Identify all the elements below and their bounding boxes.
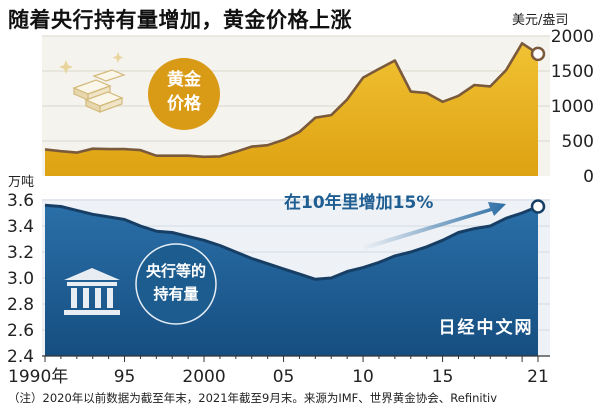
x-tick-label: 1990年 [8,367,68,387]
holdings-badge-line-1: 央行等的 [146,262,206,280]
gold-y-tick-label: 500 [562,132,594,152]
watermark-text: 日经中文网 [439,317,534,338]
x-tick-label: 21 [527,367,549,387]
holdings-y-tick-label: 2.8 [7,295,34,315]
holdings-y-tick-label: 2.6 [7,321,34,341]
holdings-badge [135,243,217,325]
gold-price-area [45,43,538,176]
gold-y-axis: 0 500 1000 1500 2000 [551,27,594,187]
holdings-points [530,199,546,214]
holdings-latest-point [530,199,546,214]
x-axis: 1990年 95 2000 05 10 15 21 [8,355,550,387]
x-tick-label: 10 [352,367,374,387]
bank-building-icon [64,268,120,315]
growth-annotation: 在10年里增加15% [284,192,433,213]
chart-footnote: （注）2020年以前数据为截至年末，2021年截至9月末。来源为IMF、世界黄金… [8,391,498,405]
chart-title: 随着央行持有量增加，黄金价格上涨 [8,8,352,32]
holdings-y-axis: 2.4 2.6 2.8 3.0 3.2 3.4 3.6 [7,191,34,367]
gold-latest-point [530,46,546,62]
x-tick-label: 05 [273,367,295,387]
x-tick-label: 15 [432,367,454,387]
gold-bars-icon [59,52,126,113]
gold-y-tick-label: 1000 [551,97,594,117]
holdings-y-tick-label: 2.4 [7,347,34,367]
gold-y-tick-label: 1500 [551,62,594,82]
gold-price-points [530,46,546,62]
holdings-badge-line-2: 持有量 [153,285,198,303]
holdings-line [44,203,539,281]
holdings-y-tick-label: 3.0 [7,269,34,289]
x-tick-label: 2000 [182,367,225,387]
holdings-unit-label: 万吨 [8,175,35,190]
gold-badge-line-1: 黄金 [167,69,202,90]
x-tick-label: 95 [114,367,136,387]
gold-y-tick-label: 2000 [551,27,594,47]
growth-arrow [362,202,506,250]
gold-price-badge [148,58,220,130]
gold-price-line [44,42,539,159]
gold-unit-label: 美元/盎司 [512,13,569,28]
gold-badge-line-2: 价格 [167,93,202,114]
holdings-y-tick-label: 3.2 [7,243,34,263]
holdings-y-tick-label: 3.6 [7,191,34,211]
gold-y-tick-label: 0 [583,167,594,187]
holdings-y-tick-label: 3.4 [7,217,34,237]
